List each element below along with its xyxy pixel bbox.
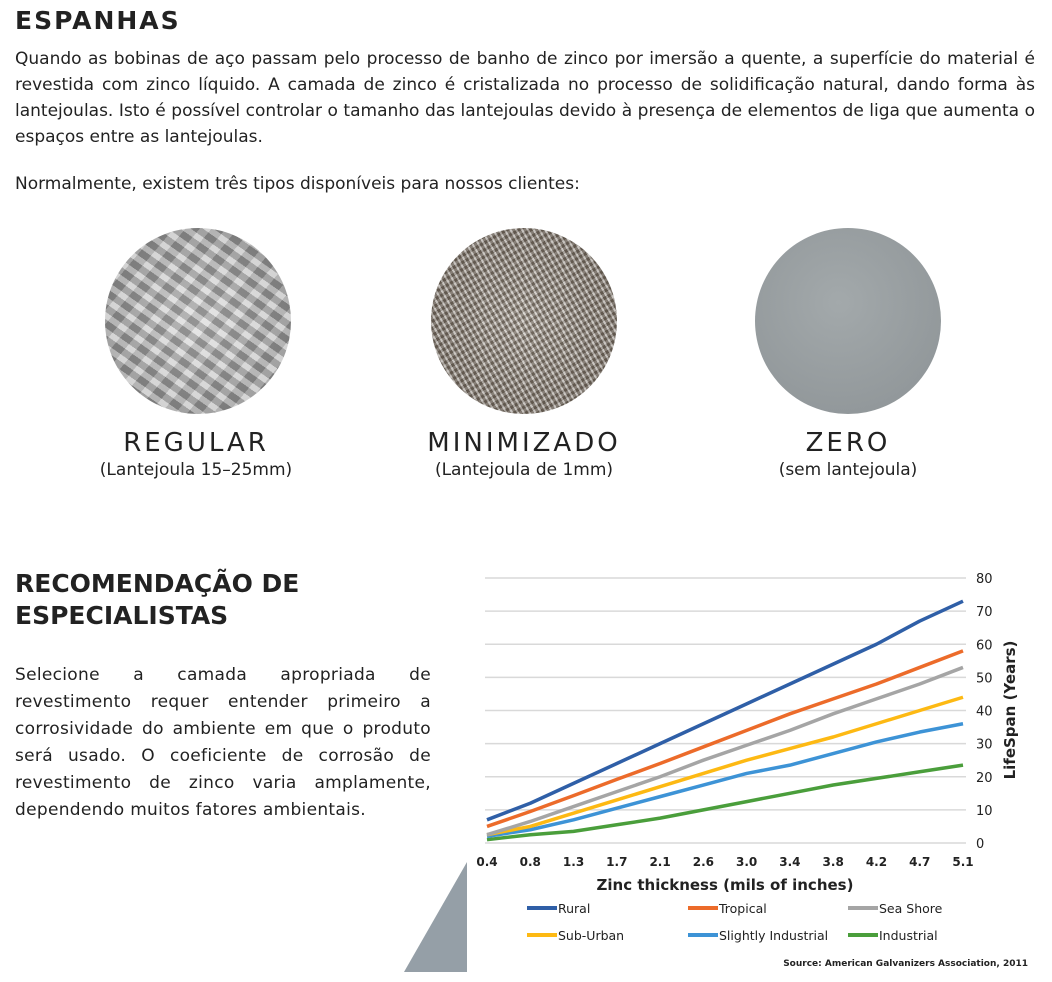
y-tick-label: 30 (976, 738, 993, 753)
y-axis-label: LifeSpan (Years) (1001, 641, 1019, 780)
zero-spangle-image (755, 228, 941, 414)
type-subtitle: (sem lantejoula) (778, 460, 918, 480)
x-tick-label: 4.2 (866, 855, 887, 869)
title-line: RECOMENDAÇÃO DE (15, 569, 300, 598)
x-tick-label: 1.3 (563, 855, 584, 869)
legend-label: Sea Shore (879, 901, 943, 916)
legend-label: Industrial (879, 928, 938, 943)
type-regular: REGULAR (Lantejoula 15–25mm) (46, 428, 346, 480)
y-tick-label: 80 (976, 572, 993, 587)
section-title-recommendation: RECOMENDAÇÃO DE ESPECIALISTAS (15, 568, 299, 632)
x-tick-label: 0.4 (476, 855, 497, 869)
series-line-slightly-industrial (486, 722, 964, 839)
chart-source: Source: American Galvanizers Association… (783, 959, 1028, 969)
y-tick-label: 50 (976, 671, 993, 686)
type-title: MINIMIZADO (427, 428, 621, 458)
decorative-triangle (404, 862, 467, 972)
title-line: ESPECIALISTAS (15, 601, 229, 630)
section-title-espanhas: ESPANHAS (15, 6, 181, 35)
series-line-tropical (486, 649, 964, 829)
x-tick-label: 2.1 (649, 855, 670, 869)
types-intro: Normalmente, existem três tipos disponív… (15, 174, 580, 194)
type-subtitle: (Lantejoula 15–25mm) (99, 460, 293, 480)
type-minimized: MINIMIZADO (Lantejoula de 1mm) (374, 428, 674, 480)
recommendation-paragraph: Selecione a camada apropriada de revesti… (15, 665, 431, 820)
type-zero: ZERO (sem lantejoula) (698, 428, 998, 480)
legend-label: Rural (558, 901, 590, 916)
series-line-industrial (486, 763, 964, 842)
x-tick-label: 3.4 (779, 855, 800, 869)
x-tick-label: 5.1 (952, 855, 973, 869)
x-axis-label: Zinc thickness (mils of inches) (597, 876, 854, 894)
type-subtitle: (Lantejoula de 1mm) (434, 460, 614, 480)
type-title: ZERO (805, 428, 891, 458)
espanhas-paragraph: Quando as bobinas de aço passam pelo pro… (15, 49, 1035, 147)
series-line-rural (486, 599, 964, 822)
legend-label: Slightly Industrial (719, 928, 828, 943)
legend-label: Tropical (718, 901, 767, 916)
x-tick-label: 4.7 (909, 855, 930, 869)
legend-label: Sub-Urban (558, 928, 624, 943)
x-tick-label: 0.8 (520, 855, 541, 869)
y-tick-label: 10 (976, 804, 993, 819)
x-tick-label: 3.0 (736, 855, 757, 869)
x-tick-label: 1.7 (606, 855, 627, 869)
x-tick-label: 2.6 (693, 855, 714, 869)
minimized-spangle-image (431, 228, 617, 414)
x-tick-label: 3.8 (823, 855, 844, 869)
y-tick-label: 20 (976, 771, 993, 786)
type-title: REGULAR (123, 428, 269, 458)
series-line-sea-shore (486, 665, 964, 837)
series-line-sub-urban (486, 695, 964, 837)
y-tick-label: 70 (976, 605, 993, 620)
y-tick-label: 0 (976, 837, 984, 852)
regular-spangle-image (105, 228, 291, 414)
y-tick-label: 60 (976, 638, 993, 653)
y-tick-label: 40 (976, 705, 993, 720)
